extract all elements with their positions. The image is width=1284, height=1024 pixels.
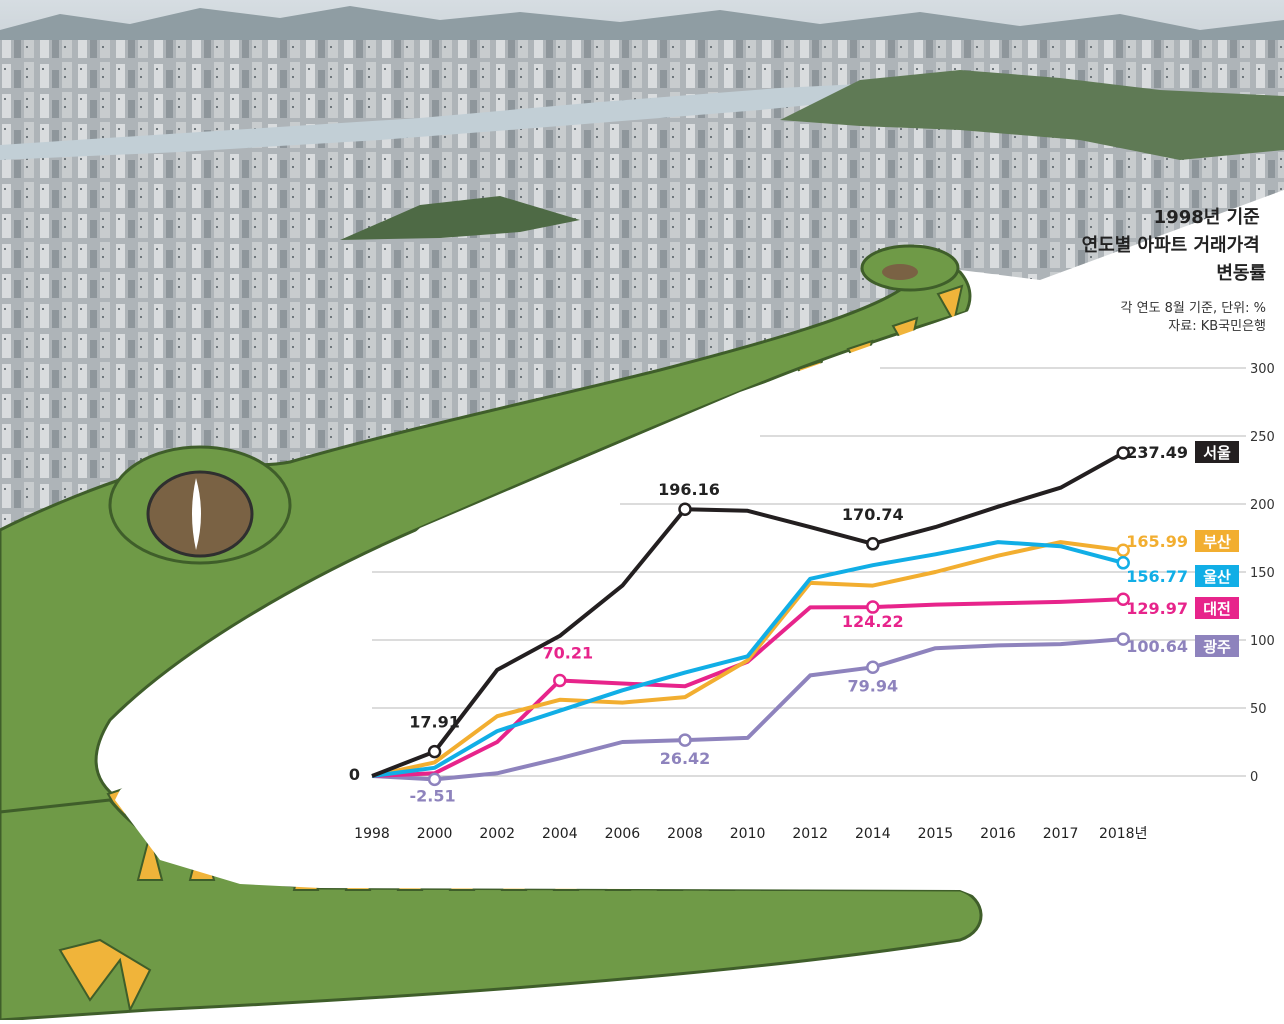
- series-line-서울: [371, 451, 1125, 778]
- series-name-label: 서울: [1203, 444, 1231, 462]
- data-label: 124.22: [842, 612, 904, 631]
- series-line-부산: [371, 540, 1124, 778]
- chart-subtitle: 각 연도 8월 기준, 단위: %: [1121, 301, 1266, 316]
- crocodile-claw: [58, 938, 152, 1014]
- data-point-marker: [553, 673, 567, 688]
- data-point-marker: [866, 537, 880, 551]
- data-point-marker: [866, 660, 880, 675]
- end-point-marker: [1116, 632, 1130, 646]
- data-point-marker: [866, 600, 880, 614]
- series-line-광주: [371, 637, 1124, 782]
- y-tick-label: 150: [1250, 566, 1275, 581]
- x-tick-label: 2000: [417, 826, 453, 842]
- y-tick-label: 250: [1250, 430, 1275, 445]
- series-name-label: 광주: [1203, 638, 1231, 656]
- chart-title-line: 1998년 기준: [1154, 207, 1260, 228]
- y-tick-label: 0: [1250, 770, 1258, 785]
- x-tick-label: 2014: [855, 826, 891, 842]
- y-axis-ticks: 0 50 100 150 200 250 300: [1250, 362, 1275, 785]
- x-axis-ticks: 1998 2000 2002 2004 2006 2008 2010 2012 2014 2015…: [354, 826, 1147, 842]
- series-name-badge: [1195, 635, 1239, 657]
- center-hill: [340, 196, 580, 240]
- data-point-marker: [678, 733, 692, 747]
- y-tick-label: 200: [1250, 498, 1275, 513]
- right-hill: [780, 70, 1284, 160]
- chart-title: 1998년 기준 연도별 아파트 거래가격 변동률: [1082, 207, 1266, 284]
- series-name-label: 울산: [1203, 568, 1231, 586]
- data-label: 170.74: [842, 505, 904, 524]
- end-point-marker: [1116, 592, 1130, 606]
- end-value-label: 100.64: [1126, 637, 1188, 656]
- crocodile-illustration: [0, 244, 983, 1022]
- crocodile-nostril: [882, 264, 918, 280]
- chart-title-line: 연도별 아파트 거래가격: [1082, 235, 1260, 256]
- tooth: [936, 284, 964, 325]
- x-tick-label: 2004: [542, 826, 578, 842]
- y-tick-label: 300: [1250, 362, 1275, 377]
- crocodile-pupil: [192, 478, 201, 550]
- series-name-badge: [1195, 441, 1239, 463]
- data-label: -2.51: [410, 786, 456, 805]
- series-line-울산: [371, 540, 1124, 778]
- x-tick-label: 2017: [1043, 826, 1079, 842]
- city-photo-background: [0, 0, 1284, 540]
- data-point-marker: [427, 772, 442, 787]
- series-name-label: 대전: [1203, 600, 1231, 618]
- series-end-labels: 237.49 서울 165.99 부산 156.77 울산 129.97 대전 100.64 광주: [1126, 441, 1239, 657]
- x-tick-label: 2012: [792, 826, 828, 842]
- x-tick-label: 2018년: [1099, 826, 1148, 842]
- river: [0, 82, 900, 160]
- series-name-badge: [1195, 597, 1239, 619]
- x-tick-label: 2006: [605, 826, 641, 842]
- x-tick-label: 2008: [667, 826, 703, 842]
- series-lines: [371, 451, 1125, 782]
- data-label: 79.94: [847, 676, 898, 695]
- data-point-marker: [678, 502, 692, 516]
- end-point-marker: [1116, 543, 1130, 558]
- end-value-label: 156.77: [1126, 567, 1188, 586]
- data-labels: 0 17.91 196.16 170.74 70.21 124.22 -2.51 26.42 7…: [349, 480, 904, 805]
- chart-panel: [115, 190, 1284, 1020]
- end-point-marker: [1116, 556, 1130, 570]
- city-blocks: [0, 40, 1284, 540]
- chart-title-line: 변동률: [1216, 263, 1266, 284]
- data-label: 26.42: [660, 749, 711, 768]
- x-tick-label: 2016: [980, 826, 1016, 842]
- x-tick-label: 1998: [354, 826, 390, 842]
- y-tick-label: 100: [1250, 634, 1275, 649]
- data-label: 17.91: [409, 713, 460, 732]
- x-tick-label: 2010: [730, 826, 766, 842]
- data-label: 196.16: [658, 480, 720, 499]
- end-value-label: 237.49: [1126, 443, 1188, 462]
- end-point-marker: [1116, 446, 1130, 460]
- x-tick-label: 2015: [918, 826, 954, 842]
- data-point-marker: [427, 744, 442, 759]
- series-name-badge: [1195, 565, 1239, 587]
- end-value-label: 129.97: [1126, 599, 1188, 618]
- tooth: [136, 830, 164, 881]
- series-markers: [427, 446, 1130, 787]
- series-name-badge: [1195, 530, 1239, 552]
- series-name-label: 부산: [1203, 533, 1231, 551]
- data-label: 70.21: [542, 644, 593, 663]
- end-value-label: 165.99: [1126, 532, 1188, 551]
- y-tick-label: 50: [1250, 702, 1267, 717]
- chart-source: 자료: KB국민은행: [1168, 318, 1266, 334]
- data-label: 0: [349, 765, 360, 784]
- x-tick-label: 2002: [479, 826, 515, 842]
